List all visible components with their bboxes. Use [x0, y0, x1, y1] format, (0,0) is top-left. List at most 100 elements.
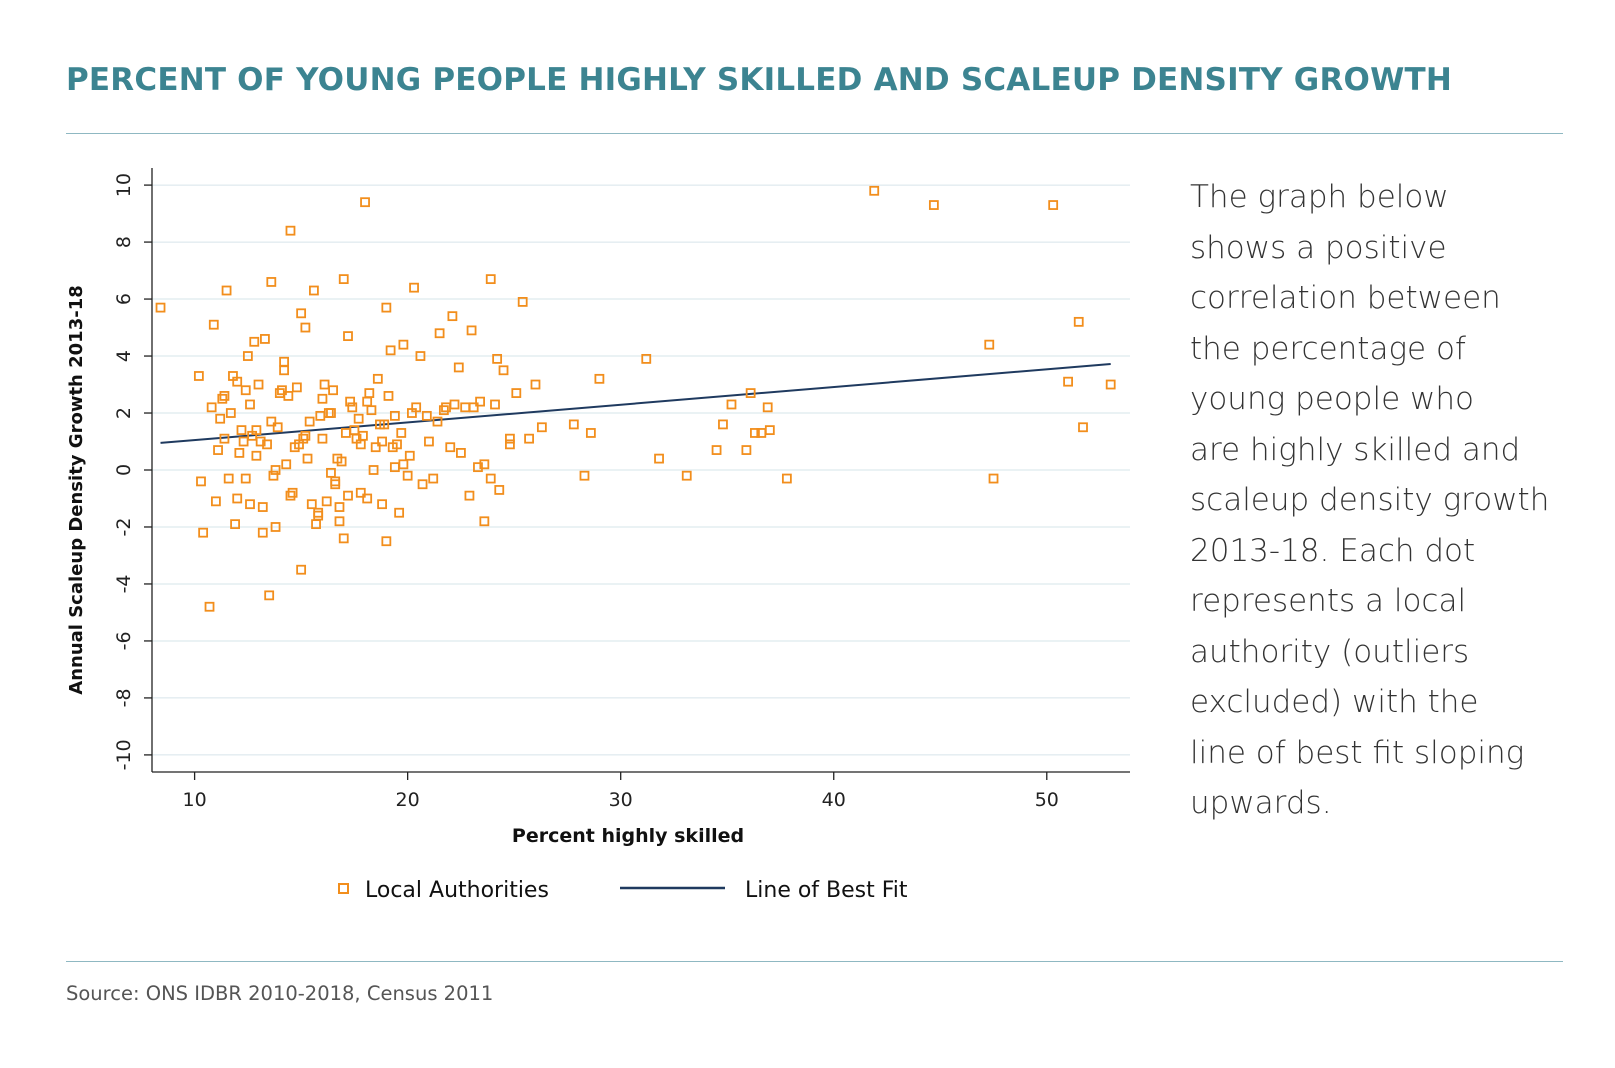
x-tick-label: 20 [396, 789, 420, 811]
data-point [781, 473, 792, 484]
description-line: represents a local [1190, 583, 1467, 619]
data-point [364, 388, 375, 398]
data-point [536, 422, 547, 433]
x-tick-label: 40 [822, 789, 846, 811]
description-line: young people who [1190, 381, 1474, 417]
data-point [381, 302, 392, 313]
data-point [208, 319, 219, 330]
footer-divider [66, 961, 1563, 962]
data-point [355, 487, 366, 498]
data-point [313, 510, 324, 521]
data-point [456, 448, 466, 458]
data-point [196, 476, 206, 487]
data-point [485, 274, 496, 285]
legend-marker-local-authorities [338, 883, 349, 894]
data-point [464, 490, 475, 501]
data-point [449, 399, 460, 410]
data-point [309, 285, 319, 296]
data-point [287, 487, 298, 498]
y-tick-label: 6 [113, 293, 135, 305]
data-point [232, 493, 243, 504]
data-point [389, 410, 400, 421]
data-point [681, 470, 692, 481]
data-point [441, 402, 451, 413]
data-point [718, 419, 728, 430]
data-point [283, 391, 294, 401]
data-point [251, 425, 262, 436]
data-point [213, 445, 223, 455]
data-point [343, 331, 353, 341]
fit-line-layer [160, 363, 1111, 444]
legend-label-best-fit: Line of Best Fit [745, 878, 908, 900]
data-point [762, 402, 773, 413]
data-point [272, 422, 283, 433]
data-point [398, 459, 409, 470]
data-point [362, 493, 373, 504]
description-line: are highly skilled and [1190, 431, 1521, 468]
description-line: 2013-18. Each dot [1190, 532, 1476, 569]
data-point [479, 516, 490, 527]
data-point [360, 197, 370, 208]
data-point [279, 356, 289, 367]
data-point [750, 428, 760, 438]
data-point [385, 345, 396, 356]
data-point [438, 405, 449, 416]
data-point [291, 382, 302, 393]
data-point [498, 365, 509, 376]
data-point [568, 419, 579, 430]
data-point [988, 473, 999, 484]
data-point [445, 442, 456, 453]
data-point [211, 496, 221, 507]
data-point [221, 285, 232, 296]
data-point [240, 473, 251, 484]
data-point [421, 410, 432, 421]
data-point [257, 502, 268, 512]
best-fit-line [160, 363, 1111, 444]
data-point [328, 385, 338, 396]
data-point [869, 185, 880, 196]
data-point [313, 507, 324, 518]
data-point [641, 353, 652, 364]
data-point [1078, 422, 1088, 433]
data-point [466, 325, 477, 336]
data-point [494, 485, 505, 495]
y-tick-label: -6 [113, 631, 135, 650]
data-point [377, 436, 387, 447]
data-point [270, 465, 281, 475]
data-point [505, 439, 515, 450]
data-point [485, 473, 496, 484]
data-point [594, 373, 605, 384]
y-tick-label: -10 [113, 739, 135, 770]
data-point [204, 601, 215, 612]
source-note: Source: ONS IDBR 2010-2018, Census 2011 [66, 982, 494, 1005]
y-tick-label: 0 [113, 464, 135, 476]
data-point [530, 379, 541, 390]
data-point [198, 527, 209, 538]
y-tick-label: 2 [113, 407, 135, 419]
description-line: excluded) with the [1190, 684, 1479, 720]
data-point [764, 425, 775, 436]
data-point [255, 436, 266, 447]
data-point [270, 522, 281, 532]
data-point [230, 519, 240, 530]
data-point [338, 533, 349, 544]
description-line: line of best fit sloping [1190, 734, 1525, 771]
data-point [340, 428, 351, 438]
x-axis-label: Percent highly skilled [512, 825, 744, 847]
data-point [372, 373, 383, 384]
data-point [285, 490, 296, 501]
data-point [217, 393, 228, 404]
y-tick-label: 4 [113, 350, 135, 362]
description-line: authority (outliers [1190, 633, 1470, 670]
data-point [1105, 379, 1116, 390]
data-point [304, 416, 315, 427]
data-point [253, 379, 264, 390]
y-tick-label: 10 [113, 173, 135, 197]
y-axis-label: Annual Scaleup Density Growth 2013-18 [66, 285, 87, 694]
data-point [266, 416, 277, 427]
data-point [225, 408, 236, 418]
data-point [274, 388, 285, 398]
data-point [264, 590, 275, 601]
description-line: The graph below [1190, 179, 1449, 215]
data-point [238, 436, 249, 447]
